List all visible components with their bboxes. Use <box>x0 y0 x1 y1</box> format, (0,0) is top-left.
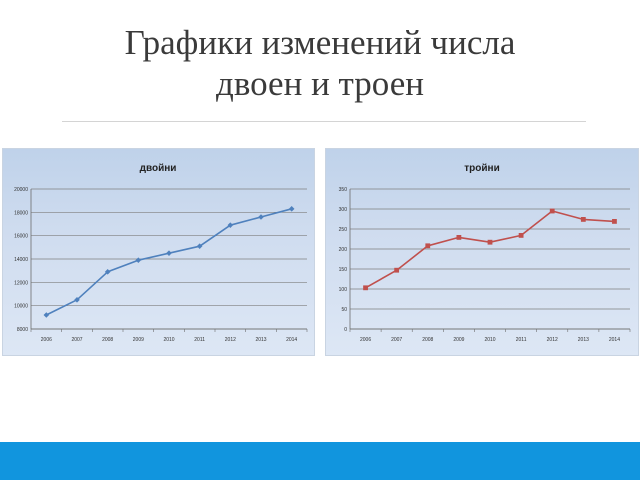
twins-x-tick-label: 2006 <box>41 337 52 343</box>
triplets-y-tick-label: 50 <box>341 307 347 313</box>
title-divider <box>62 121 586 122</box>
triplets-x-tick-label: 2012 <box>547 337 558 343</box>
triplets-x-tick-label: 2009 <box>453 337 464 343</box>
triplets-data-point <box>487 239 493 245</box>
twins-y-tick-label: 14000 <box>14 257 28 263</box>
triplets-y-tick-label: 350 <box>339 187 348 193</box>
twins-y-tick-label: 16000 <box>14 234 28 240</box>
twins-y-tick-label: 12000 <box>14 280 28 286</box>
twins-data-point <box>166 250 172 256</box>
twins-chart-panel: двойни 8000 10000 12000 14000 16000 18000 20000… <box>2 148 315 356</box>
bottom-accent-bar <box>0 442 640 480</box>
twins-y-tick-label: 8000 <box>17 327 28 333</box>
twins-data-point <box>135 257 142 263</box>
twins-data-point <box>43 312 50 318</box>
triplets-y-tick-label: 100 <box>339 287 348 293</box>
twins-data-point <box>74 297 80 303</box>
slide-title: Графики изменений числа двоен и троен <box>0 22 640 104</box>
triplets-series-line <box>365 210 615 289</box>
twins-data-point <box>258 214 264 220</box>
slide-title-line-1: Графики изменений числа <box>124 23 516 62</box>
triplets-chart-title: тройни <box>464 163 499 174</box>
triplets-y-tick-label: 300 <box>339 207 348 213</box>
twins-y-tick-label: 20000 <box>14 187 28 193</box>
twins-x-tick-label: 2012 <box>225 337 236 343</box>
twins-y-tick-label: 10000 <box>14 304 28 310</box>
twins-data-point <box>288 206 295 212</box>
twins-x-tick-label: 2009 <box>133 337 144 343</box>
triplets-x-tick-label: 2007 <box>391 337 402 343</box>
triplets-data-point <box>456 235 462 240</box>
triplets-y-tick-label: 0 <box>344 327 347 333</box>
triplets-data-point <box>549 208 555 214</box>
triplets-data-point <box>394 267 400 273</box>
twins-x-tick-label: 2014 <box>286 337 297 343</box>
twins-chart-title: двойни <box>140 163 177 174</box>
triplets-data-point <box>363 285 368 291</box>
slide-title-line-2: двоен и троен <box>216 64 424 103</box>
triplets-y-tick-label: 200 <box>339 247 348 253</box>
triplets-x-tick-label: 2008 <box>422 337 433 343</box>
triplets-chart-panel: тройни 0 50 100 150 200 250 300 350 2006 2007 2008 2… <box>325 148 639 356</box>
triplets-data-point <box>580 217 586 222</box>
twins-x-tick-label: 2007 <box>71 337 82 343</box>
triplets-x-tick-label: 2010 <box>484 337 495 343</box>
twins-x-tick-label: 2013 <box>255 337 266 343</box>
triplets-data-point <box>425 243 431 249</box>
triplets-chart: тройни 0 50 100 150 200 250 300 350 2006 2007 2008 2… <box>339 163 631 343</box>
triplets-x-tick-label: 2011 <box>516 337 527 343</box>
triplets-y-tick-label: 250 <box>339 227 348 233</box>
triplets-x-tick-label: 2014 <box>609 337 620 343</box>
triplets-y-tick-label: 150 <box>339 267 348 273</box>
triplets-x-tick-label: 2013 <box>578 337 589 343</box>
twins-x-tick-label: 2010 <box>163 337 174 343</box>
twins-chart: двойни 8000 10000 12000 14000 16000 18000 20000… <box>14 163 308 343</box>
twins-x-tick-label: 2008 <box>102 337 113 343</box>
triplets-data-point <box>518 233 524 238</box>
twins-series-line <box>45 208 292 316</box>
triplets-x-tick-label: 2006 <box>360 337 371 343</box>
twins-y-tick-label: 18000 <box>14 210 28 216</box>
twins-x-tick-label: 2011 <box>194 337 205 343</box>
triplets-data-point <box>612 219 617 224</box>
